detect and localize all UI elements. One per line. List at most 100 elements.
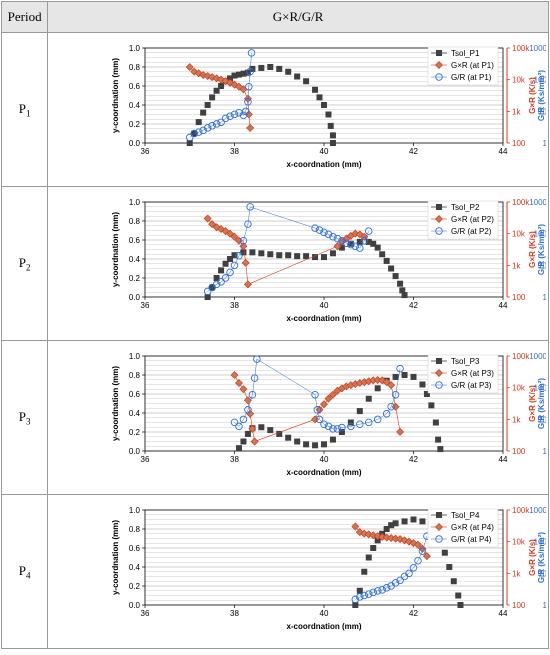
g-over-r-point	[190, 129, 199, 138]
legend-marker-g-over-r	[435, 73, 444, 81]
series-tsol-p2	[204, 238, 408, 300]
gr-point	[226, 78, 235, 87]
tsol-point	[383, 526, 390, 532]
gr-point	[248, 424, 257, 433]
gr-point	[387, 381, 396, 390]
tsol-point	[374, 385, 381, 392]
gr-point	[414, 540, 423, 549]
y3-axis-label: G/R (Ks/mm²)	[537, 532, 546, 583]
series-tsol-p3	[236, 372, 444, 453]
y-tick-label: 1.0	[129, 352, 141, 361]
tsol-point	[240, 438, 247, 445]
g-over-r-point	[387, 402, 396, 411]
table-row: P1 36 38 40 42 44 0.0 0.2 0.4 0.6 0.8 1.0 100 1k 10k 1…	[0, 32, 549, 187]
y3-tick-label: 1	[543, 293, 546, 302]
gr-point	[405, 537, 414, 546]
tsol-point	[357, 408, 364, 415]
g-over-r-point	[356, 420, 364, 428]
g-over-r-point	[410, 564, 418, 572]
y-tick-label: 0.4	[129, 101, 141, 110]
period-label-p3: P3	[0, 340, 49, 495]
tsol-point	[231, 252, 238, 259]
y2-axis-label: G×R (K/s)	[528, 231, 537, 268]
tsol-point	[348, 240, 355, 247]
y-tick-label: 0.2	[129, 120, 141, 129]
y3-tick-label: 1000	[529, 352, 546, 361]
g-over-r-point	[311, 390, 320, 399]
tsol-point	[401, 518, 408, 525]
y-tick-label: 0.6	[129, 390, 141, 399]
series-g_over_r-p4	[351, 532, 431, 604]
legend-marker-g-over-r	[435, 227, 444, 235]
gr-point	[235, 379, 244, 388]
gr-point	[396, 535, 405, 544]
g-over-r-point	[253, 355, 261, 363]
g-over-r-point	[251, 374, 259, 382]
legend-marker-tsol	[436, 204, 443, 210]
y-tick-label: 0.8	[129, 63, 141, 72]
tsol-point	[366, 238, 373, 245]
gr-point	[203, 214, 212, 223]
tsol-point	[392, 373, 399, 380]
g-over-r-point	[217, 278, 226, 286]
gr-point	[208, 220, 217, 229]
g-over-r-point	[365, 590, 373, 598]
g-over-r-point	[365, 227, 373, 235]
g-over-r-point	[374, 415, 382, 424]
y-tick-label: 0.0	[129, 447, 141, 456]
g-over-r-point	[246, 203, 255, 211]
g-over-r-point	[313, 406, 322, 414]
chart-p4: 36 38 40 42 44 0.0 0.2 0.4 0.6 0.8 1.0 100 1k 10k 100k…	[111, 506, 546, 631]
tsol-point	[245, 69, 252, 76]
g-over-r-point	[231, 110, 239, 119]
g-over-r-point	[351, 242, 360, 251]
tsol-point	[303, 253, 310, 260]
tsol-point	[366, 554, 373, 561]
tsol-point	[446, 564, 453, 570]
legend-entry: G×R (at P3)	[451, 369, 494, 378]
y2-tick-label: 100	[512, 601, 526, 610]
gr-point	[418, 544, 427, 553]
g-over-r-point	[365, 418, 373, 427]
tsol-point	[276, 430, 283, 437]
g-over-r-point	[235, 252, 243, 260]
y3-tick-label: 1	[543, 447, 546, 456]
tsol-point	[267, 64, 274, 70]
tsol-point	[321, 102, 328, 108]
tsol-point	[330, 132, 337, 139]
tsol-point	[383, 257, 390, 264]
chart-p2: 36 38 40 42 44 0.0 0.2 0.4 0.6 0.8 1.0 100 1k 10k 100k…	[111, 198, 546, 323]
chart-p3: 36 38 40 42 44 0.0 0.2 0.4 0.6 0.8 1.0 100 1k 10k 100k…	[111, 352, 546, 477]
g-over-r-point	[311, 224, 320, 232]
legend-p3: Tsol_P3 G×R (at P3) G/R (at P3)	[428, 354, 499, 394]
g-over-r-point	[351, 595, 360, 604]
tsol-point	[419, 518, 426, 525]
legend-marker-g-over-r	[435, 381, 444, 389]
g-over-r-point	[414, 556, 422, 565]
g-over-r-point	[360, 591, 369, 600]
tsol-point	[428, 402, 435, 409]
y2-tick-label: 100	[512, 447, 526, 456]
y2-axis-label: G×R (K/s)	[528, 77, 537, 114]
g-over-r-point	[195, 128, 203, 136]
g-over-r-point	[204, 124, 212, 132]
tsol-point	[213, 87, 220, 94]
legend-entry: G×R (at P1)	[451, 61, 494, 70]
tsol-point	[330, 436, 337, 443]
y2-tick-label: 100k	[512, 352, 530, 361]
legend-p1: Tsol_P1 G×R (at P1) G/R (at P1)	[428, 46, 499, 86]
tsol-point	[303, 441, 310, 448]
x-axis-label: x-coordnation (mm)	[287, 160, 362, 169]
tsol-point	[195, 119, 202, 126]
legend-marker-gr	[435, 369, 444, 377]
series-gr-p2	[203, 214, 369, 289]
g-over-r-point	[360, 236, 369, 245]
y2-tick-label: 100k	[512, 506, 530, 515]
gr-point	[382, 378, 391, 387]
y-tick-label: 0.0	[129, 601, 141, 610]
tsol-point	[227, 75, 234, 82]
tsol-point	[258, 64, 265, 71]
gr-point	[244, 280, 253, 289]
tsol-point	[370, 545, 377, 551]
y-tick-label: 1.0	[129, 44, 141, 53]
